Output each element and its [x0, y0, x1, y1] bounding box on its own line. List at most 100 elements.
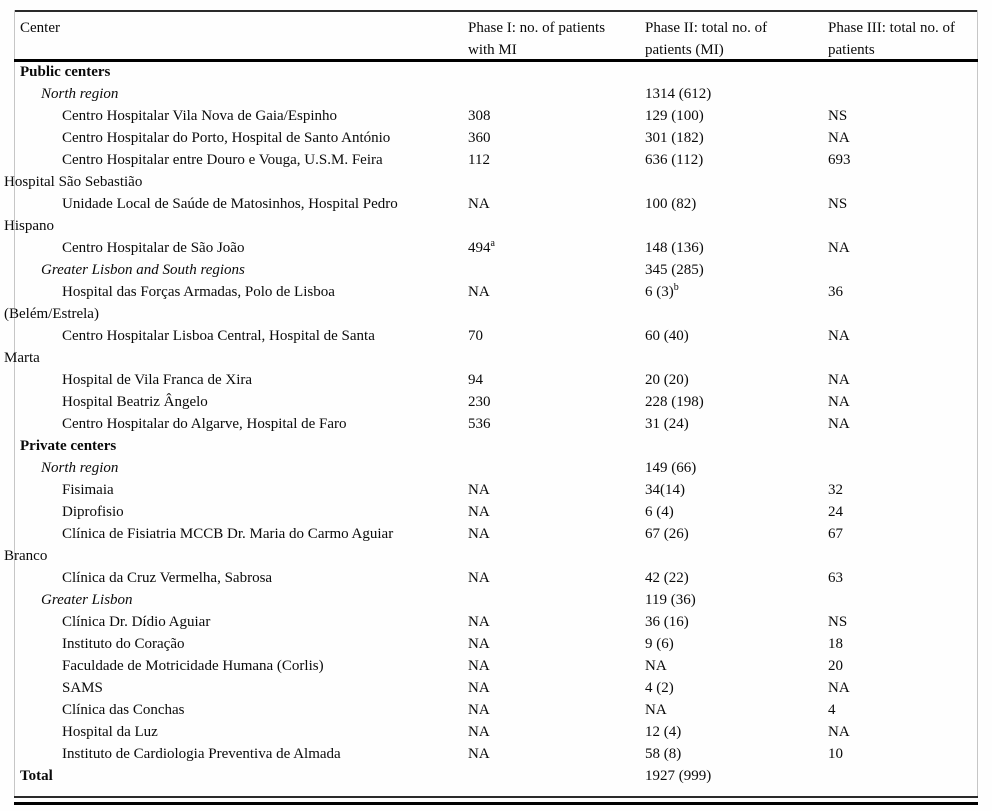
table-row: Faculdade de Motricidade Humana (Corlis)… [0, 655, 992, 677]
table-row: Centro Hospitalar do Porto, Hospital de … [0, 127, 992, 149]
phase2-cell: NA [645, 702, 667, 718]
phase3-cell: 4 [828, 702, 836, 718]
phase3-cell: 18 [828, 636, 843, 652]
phase2-cell: 34(14) [645, 482, 685, 498]
phase3-cell: NA [828, 372, 850, 388]
phase1-cell: NA [468, 746, 490, 762]
phase3-cell: 63 [828, 570, 843, 586]
table-body: Public centers North region 1314 (612) Cent… [0, 61, 992, 787]
phase1-cell: 70 [468, 328, 483, 344]
phase2-cell: 228 (198) [645, 394, 704, 410]
center-name: Greater Lisbon and South regions [41, 262, 245, 278]
phase1-cell: NA [468, 284, 490, 300]
center-name: Clínica da Cruz Vermelha, Sabrosa [62, 570, 273, 586]
table-row: Greater Lisbon 119 (36) [0, 589, 992, 611]
center-name: Centro Hospitalar Lisboa Central, Hospit… [62, 328, 375, 344]
center-name: Centro Hospitalar do Algarve, Hospital d… [62, 416, 347, 432]
phase2-cell: 129 (100) [645, 108, 704, 124]
phase3-cell: 24 [828, 504, 843, 520]
phase2-cell: 9 (6) [645, 636, 674, 652]
phase1-cell: 536 [468, 416, 491, 432]
table-row: Centro Hospitalar Lisboa Central, Hospit… [0, 325, 992, 369]
table-bottom-thick-rule [14, 802, 978, 805]
phase2-cell: 345 (285) [645, 262, 704, 278]
table-row: Clínica de Fisiatria MCCB Dr. Maria do C… [0, 523, 992, 567]
phase1-cell: NA [468, 614, 490, 630]
center-name: Hospital das Forças Armadas, Polo de Lis… [62, 284, 335, 300]
phase3-cell: 67 [828, 526, 843, 542]
column-header-phase2: Phase II: total no. of patients (MI) [645, 20, 768, 58]
phase2-cell: 100 (82) [645, 196, 697, 212]
center-name: Centro Hospitalar Vila Nova de Gaia/Espi… [62, 108, 338, 124]
center-name: Clínica de Fisiatria MCCB Dr. Maria do C… [62, 526, 394, 542]
phase3-cell: 10 [828, 746, 843, 762]
table-row: Centro Hospitalar de São João 494a 148 (13… [0, 237, 992, 259]
center-name: North region [41, 86, 119, 102]
table-row: Private centers [0, 435, 992, 457]
table-row: Clínica das Conchas NA NA 4 [0, 699, 992, 721]
column-header-center: Center [20, 20, 60, 36]
table-row: Hospital de Vila Franca de Xira 94 20 (20)… [0, 369, 992, 391]
table-row: Centro Hospitalar do Algarve, Hospital d… [0, 413, 992, 435]
footnote-marker: b [673, 282, 679, 293]
table-row: Fisimaia NA 34(14) 32 [0, 479, 992, 501]
table-row: Clínica da Cruz Vermelha, Sabrosa NA 42 (2… [0, 567, 992, 589]
table-top-rule [14, 10, 978, 12]
phase1-cell: NA [468, 680, 490, 696]
phase3-cell: 32 [828, 482, 843, 498]
center-name-continuation: Hospital São Sebastião [4, 174, 143, 190]
center-name-continuation: Marta [4, 350, 40, 366]
phase3-cell: NA [828, 130, 850, 146]
phase2-cell: 58 (8) [645, 746, 682, 762]
center-name: Instituto de Cardiologia Preventiva de A… [62, 746, 341, 762]
footnote-marker: a [490, 238, 495, 249]
phase2-cell: 1314 (612) [645, 86, 712, 102]
phase3-cell: NA [828, 240, 850, 256]
phase2-cell: 636 (112) [645, 152, 704, 168]
table-row: North region 1314 (612) [0, 83, 992, 105]
phase3-cell: NA [828, 680, 850, 696]
phase3-cell: NS [828, 108, 848, 124]
center-name: Clínica das Conchas [62, 702, 185, 718]
table-row: SAMS NA 4 (2) NA [0, 677, 992, 699]
center-name: Private centers [20, 438, 117, 454]
phase1-cell: 360 [468, 130, 491, 146]
phase2-cell: 31 (24) [645, 416, 689, 432]
phase3-cell: NS [828, 196, 848, 212]
phase2-cell: NA [645, 658, 667, 674]
phase2-cell: 6 (3)b [645, 282, 679, 301]
table-row: Instituto do Coração NA 9 (6) 18 [0, 633, 992, 655]
phase1-cell: NA [468, 504, 490, 520]
phase2-cell: 119 (36) [645, 592, 696, 608]
phase2-cell: 6 (4) [645, 504, 674, 520]
table-left-border [14, 10, 15, 797]
phase3-cell: 36 [828, 284, 843, 300]
center-name: Total [20, 768, 53, 784]
phase2-cell: 20 (20) [645, 372, 689, 388]
center-name: Centro Hospitalar entre Douro e Vouga, U… [62, 152, 383, 168]
table-right-border [977, 10, 978, 797]
table-row: Centro Hospitalar Vila Nova de Gaia/Espi… [0, 105, 992, 127]
phase2-cell: 67 (26) [645, 526, 689, 542]
center-name: Faculdade de Motricidade Humana (Corlis) [62, 658, 324, 674]
table-row: Instituto de Cardiologia Preventiva de A… [0, 743, 992, 765]
table-row: North region 149 (66) [0, 457, 992, 479]
column-header-phase1: Phase I: no. of patients with MI [468, 20, 606, 58]
header-separator-rule [14, 59, 978, 62]
table-row: Hospital das Forças Armadas, Polo de Lis… [0, 281, 992, 325]
phase2-cell: 36 (16) [645, 614, 689, 630]
phase2-cell: 148 (136) [645, 240, 704, 256]
center-name: Public centers [20, 64, 111, 80]
table-row: Public centers [0, 61, 992, 83]
phase2-cell: 1927 (999) [645, 768, 712, 784]
phase1-cell: NA [468, 702, 490, 718]
center-name: Unidade Local de Saúde de Matosinhos, Ho… [62, 196, 398, 212]
center-name-continuation: Branco [4, 548, 48, 564]
center-name: Clínica Dr. Dídio Aguiar [62, 614, 211, 630]
phase1-cell: NA [468, 636, 490, 652]
table-row: Centro Hospitalar entre Douro e Vouga, U… [0, 149, 992, 193]
table-row: Total 1927 (999) [0, 765, 992, 787]
phase3-cell: 20 [828, 658, 843, 674]
phase3-cell: NS [828, 614, 848, 630]
phase2-cell: 60 (40) [645, 328, 689, 344]
